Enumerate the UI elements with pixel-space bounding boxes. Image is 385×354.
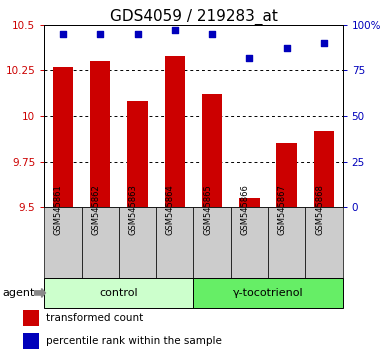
Point [321, 40, 327, 46]
Text: GSM545861: GSM545861 [54, 184, 63, 235]
Point [97, 31, 103, 37]
Bar [90, 61, 110, 207]
Bar [44, 207, 82, 278]
Bar [44, 278, 194, 308]
Text: GSM545867: GSM545867 [278, 184, 287, 235]
Bar [194, 207, 231, 278]
Bar [53, 67, 73, 207]
Bar [276, 143, 297, 207]
Bar [119, 207, 156, 278]
Title: GDS4059 / 219283_at: GDS4059 / 219283_at [109, 8, 278, 25]
Point [209, 31, 215, 37]
Point [246, 55, 253, 61]
Text: GSM545865: GSM545865 [203, 184, 212, 235]
Text: GSM545866: GSM545866 [240, 184, 249, 235]
Bar [23, 310, 39, 326]
Bar [268, 207, 305, 278]
Point [172, 27, 178, 33]
Text: GSM545862: GSM545862 [91, 184, 100, 235]
Bar [156, 207, 194, 278]
Bar [127, 101, 148, 207]
Bar [202, 94, 223, 207]
Point [284, 46, 290, 51]
Bar [305, 207, 343, 278]
Bar [239, 198, 259, 207]
Bar [231, 207, 268, 278]
Bar [82, 207, 119, 278]
Text: γ-tocotrienol: γ-tocotrienol [233, 288, 303, 298]
Bar [23, 333, 39, 349]
Bar [314, 131, 334, 207]
Bar [194, 278, 343, 308]
Text: transformed count: transformed count [46, 313, 143, 323]
Point [60, 31, 66, 37]
Text: percentile rank within the sample: percentile rank within the sample [46, 336, 222, 346]
Text: control: control [100, 288, 138, 298]
Text: GSM545868: GSM545868 [315, 184, 324, 235]
Text: agent: agent [2, 288, 34, 298]
Text: GSM545864: GSM545864 [166, 184, 175, 235]
Bar [164, 56, 185, 207]
Text: GSM545863: GSM545863 [129, 184, 137, 235]
Point [134, 31, 141, 37]
